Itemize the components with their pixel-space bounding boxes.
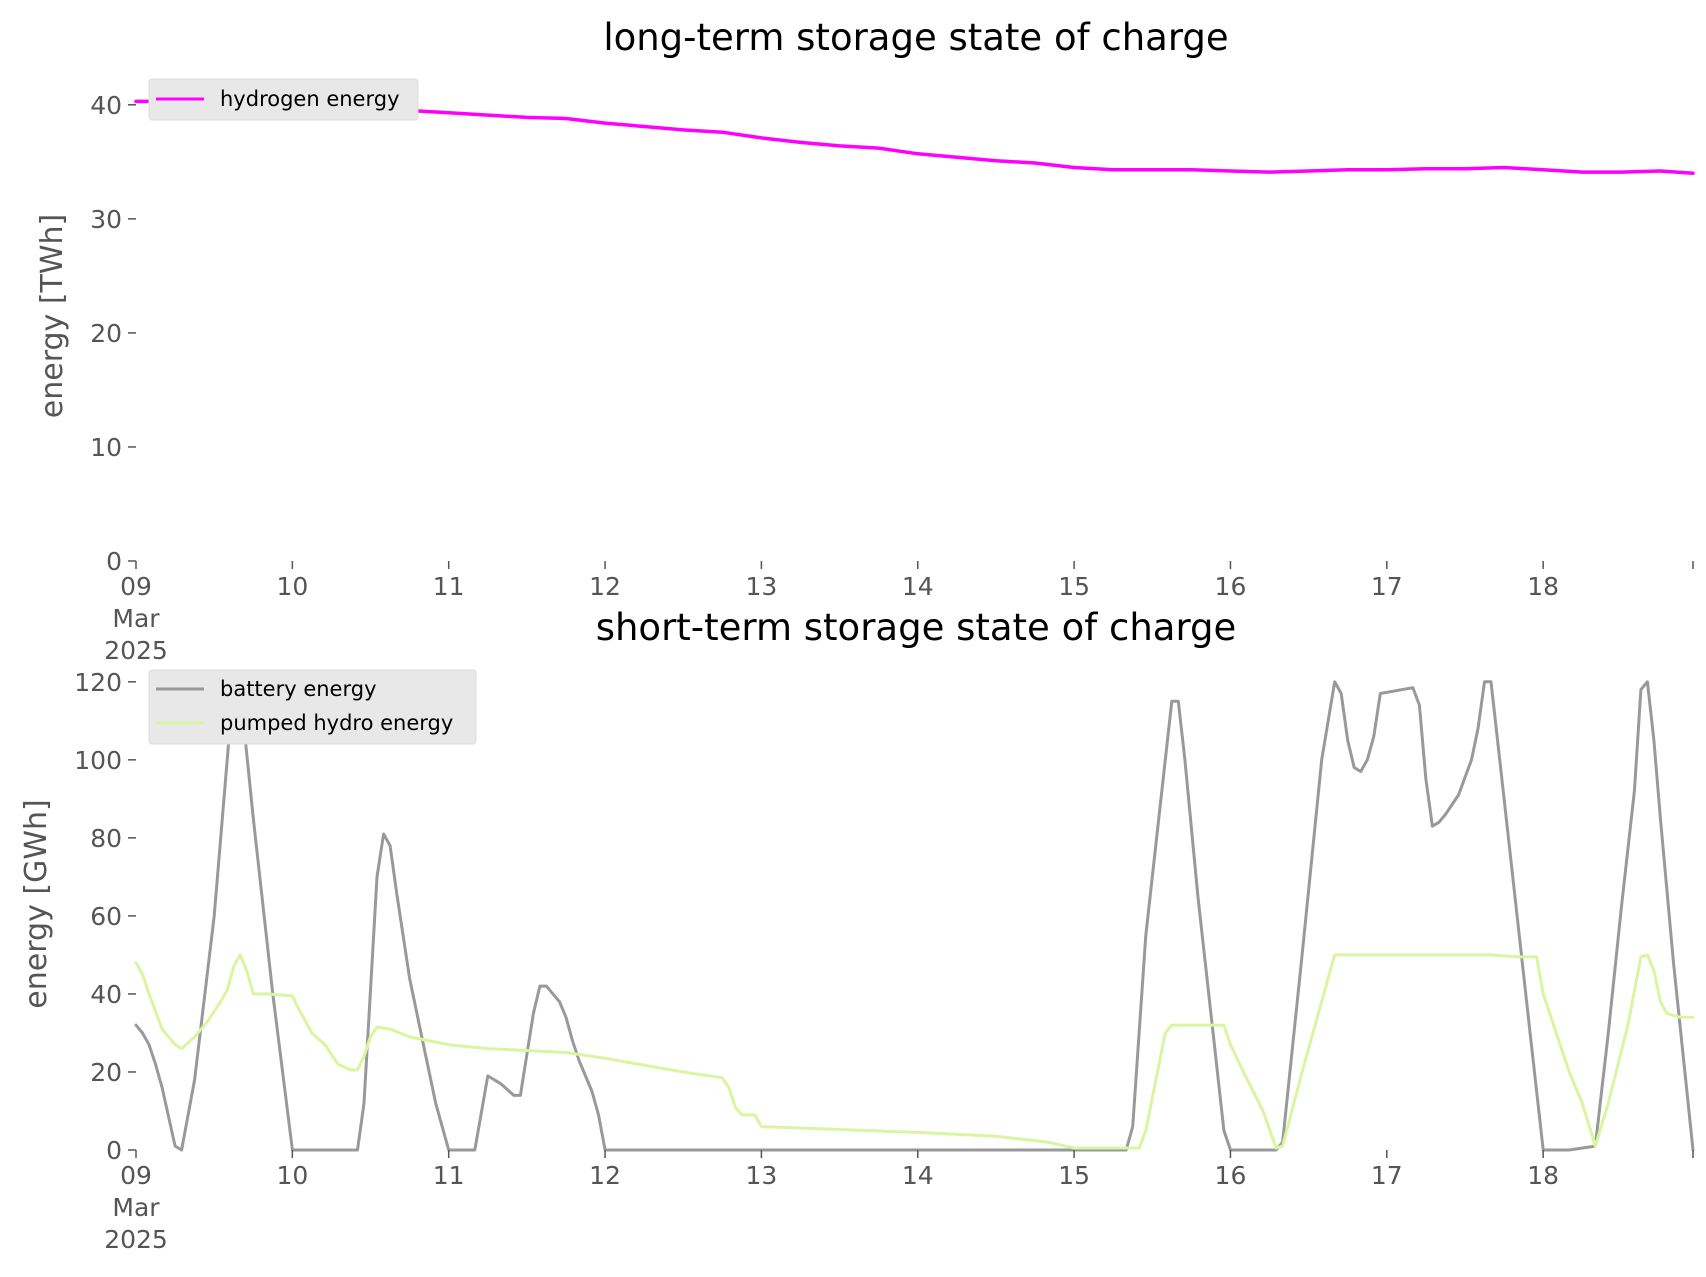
- y-tick-label: 40: [90, 91, 122, 120]
- x-tick-label: 16: [1215, 1161, 1247, 1190]
- y-tick-label: 40: [90, 980, 122, 1009]
- y-tick-label: 0: [106, 1136, 122, 1165]
- legend: hydrogen energy: [148, 78, 419, 121]
- x-tick-label: 15: [1058, 1161, 1090, 1190]
- x-tick-label: 16: [1215, 572, 1247, 601]
- x-tick-label: 14: [902, 1161, 934, 1190]
- series-line-pumped-hydro-energy: [134, 953, 1695, 1150]
- y-tick-label: 20: [90, 319, 122, 348]
- x-tick-label: Mar: [112, 604, 160, 633]
- legend-label-pumped-hydro: pumped hydro energy: [220, 711, 453, 735]
- x-tick-label: 14: [902, 572, 934, 601]
- y-tick-label: 10: [90, 433, 122, 462]
- short-term-storage-panel: 0 20 40 60 80 100 120 09 Mar 2025 10 11 12 13 14 15 16 17…: [19, 606, 1695, 1254]
- chart-title: short-term storage state of charge: [596, 606, 1237, 649]
- x-tick-label: 11: [433, 572, 465, 601]
- y-tick-label: 20: [90, 1058, 122, 1087]
- y-tick-label: 80: [90, 824, 122, 853]
- x-tick-label: 18: [1527, 1161, 1559, 1190]
- long-term-storage-panel: 0 10 20 30 40 09 Mar 2025 10 11 12 13 14 15 16 17 18 lon…: [35, 16, 1695, 665]
- y-tick-label: 60: [90, 902, 122, 931]
- x-tick-label: 09: [120, 572, 152, 601]
- x-tick-label: 12: [589, 572, 621, 601]
- x-tick-label: 10: [276, 572, 308, 601]
- legend-frame: [148, 78, 419, 121]
- x-tick-label: 17: [1371, 1161, 1403, 1190]
- chart-title: long-term storage state of charge: [603, 16, 1228, 59]
- x-tick-label: 13: [745, 572, 777, 601]
- y-tick-label: 120: [74, 668, 122, 697]
- x-tick-label: 12: [589, 1161, 621, 1190]
- legend-frame: [148, 669, 477, 745]
- x-tick-label: 2025: [104, 1225, 168, 1254]
- x-tick-label: Mar: [112, 1193, 160, 1222]
- x-tick-label: 17: [1371, 572, 1403, 601]
- y-tick-label: 100: [74, 746, 122, 775]
- legend-label-battery: battery energy: [220, 677, 377, 701]
- legend: battery energy pumped hydro energy: [148, 669, 477, 745]
- series-line-battery-energy: [134, 680, 1695, 1152]
- legend-label-hydrogen: hydrogen energy: [220, 87, 400, 111]
- y-axis-label: energy [GWh]: [19, 799, 54, 1008]
- x-tick-label: 10: [276, 1161, 308, 1190]
- x-tick-label: 09: [120, 1161, 152, 1190]
- x-tick-label: 2025: [104, 636, 168, 665]
- x-tick-label: 15: [1058, 572, 1090, 601]
- x-tick-label: 18: [1527, 572, 1559, 601]
- y-axis-label: energy [TWh]: [35, 214, 70, 418]
- y-tick-label: 0: [106, 547, 122, 576]
- x-tick-label: 11: [433, 1161, 465, 1190]
- x-tick-label: 13: [745, 1161, 777, 1190]
- y-tick-label: 30: [90, 205, 122, 234]
